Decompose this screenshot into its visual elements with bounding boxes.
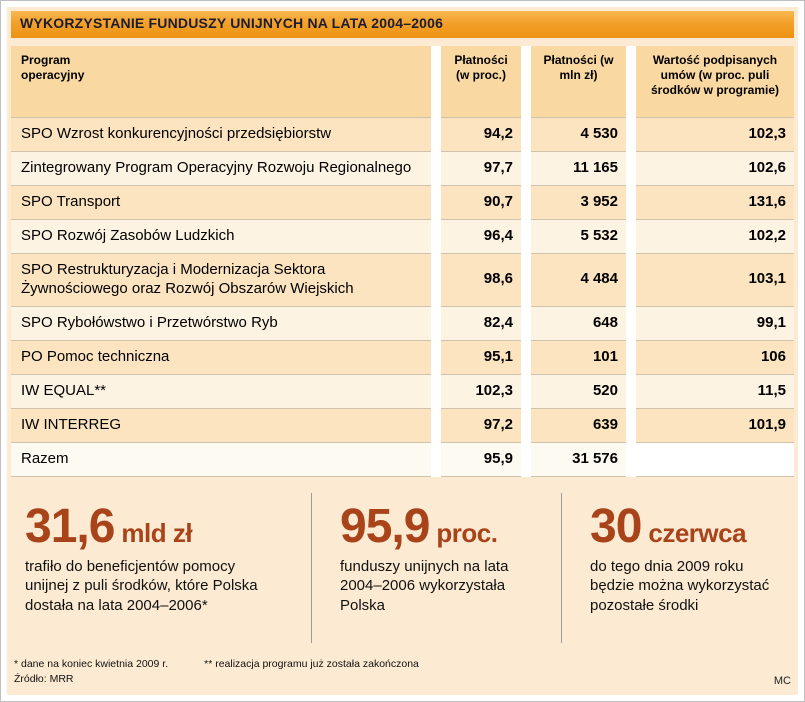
payments-mln-cell: 5 532	[531, 220, 626, 254]
payments-percent-cell: 90,7	[441, 186, 521, 220]
table-row: IW EQUAL** 102,3 520 11,5	[11, 374, 794, 409]
payments-mln-cell: 101	[531, 340, 626, 375]
payments-mln-cell: 11 165	[531, 152, 626, 186]
payments-percent-cell: 97,7	[441, 152, 521, 186]
credit: MC	[773, 675, 791, 687]
table-header-row: Program operacyjny Płatności (w proc.) P…	[11, 46, 794, 118]
contracts-value-cell: 102,2	[636, 220, 794, 254]
table-row: Zintegrowany Program Operacyjny Rozwoju …	[11, 152, 794, 186]
payments-percent-cell: 102,3	[441, 374, 521, 409]
stat-description: trafiło do beneficjentów pomocy unijnej …	[25, 557, 258, 614]
header-program: Program operacyjny	[11, 46, 431, 118]
stat-unit: proc.	[436, 517, 498, 548]
header-payments-percent: Płatności (w proc.)	[441, 46, 521, 118]
program-cell: Zintegrowany Program Operacyjny Rozwoju …	[11, 152, 431, 186]
payments-mln-cell: 3 952	[531, 186, 626, 220]
payments-percent-cell: 96,4	[441, 220, 521, 254]
stat-headline: 30 czerwca	[590, 499, 780, 553]
program-cell: SPO Wzrost konkurencyjności przedsiębior…	[11, 118, 431, 152]
payments-percent-cell: 95,9	[441, 442, 521, 477]
stat-headline: 31,6 mld zł	[25, 499, 297, 553]
program-cell: IW INTERREG	[11, 408, 431, 443]
program-cell: SPO Restrukturyzacja i Modernizacja Sekt…	[11, 254, 431, 307]
payments-mln-cell: 31 576	[531, 442, 626, 477]
contracts-value-cell: 102,6	[636, 152, 794, 186]
stat-block-amount: 31,6 mld zł trafiło do beneficjentów pomo…	[11, 493, 311, 643]
table-row-total: Razem 95,9 31 576	[11, 442, 794, 477]
program-cell: SPO Rozwój Zasobów Ludzkich	[11, 220, 431, 254]
contracts-value-cell: 103,1	[636, 254, 794, 307]
payments-percent-cell: 82,4	[441, 306, 521, 341]
contracts-value-cell: 102,3	[636, 118, 794, 152]
program-cell: SPO Rybołówstwo i Przetwórstwo Ryb	[11, 306, 431, 341]
stat-block-deadline: 30 czerwca do tego dnia 2009 roku będzie …	[561, 492, 794, 643]
table-row: SPO Wzrost konkurencyjności przedsiębior…	[11, 118, 794, 152]
payments-percent-cell: 97,2	[441, 408, 521, 443]
title-bar: WYKORZYSTANIE FUNDUSZY UNIJNYCH NA LATA …	[11, 11, 794, 38]
table-row: PO Pomoc techniczna 95,1 101 106	[11, 340, 794, 375]
source-note: Źródło: MRR	[14, 672, 74, 685]
stat-block-percent: 95,9 proc. funduszy unijnych na lata 2004…	[311, 492, 561, 643]
footnotes: * dane na koniec kwietnia 2009 r. ** real…	[11, 657, 794, 687]
stat-value: 95,9	[340, 499, 430, 553]
footnote-line-1: * dane na koniec kwietnia 2009 r. ** real…	[14, 657, 419, 672]
payments-percent-cell: 95,1	[441, 340, 521, 375]
footnotes-left: * dane na koniec kwietnia 2009 r. ** real…	[14, 657, 419, 687]
contracts-value-cell	[636, 442, 794, 477]
payments-mln-cell: 639	[531, 408, 626, 443]
payments-percent-cell: 94,2	[441, 118, 521, 152]
contracts-value-cell: 11,5	[636, 374, 794, 409]
funds-table: Program operacyjny Płatności (w proc.) P…	[11, 46, 794, 477]
stat-value: 31,6	[25, 499, 115, 553]
footnote-2: ** realizacja programu już została zakoń…	[204, 657, 419, 670]
payments-mln-cell: 520	[531, 374, 626, 409]
table-row: SPO Rybołówstwo i Przetwórstwo Ryb 82,4 …	[11, 306, 794, 341]
contracts-value-cell: 131,6	[636, 186, 794, 220]
contracts-value-cell: 101,9	[636, 408, 794, 443]
program-cell: PO Pomoc techniczna	[11, 340, 431, 375]
stat-unit: mld zł	[121, 517, 193, 548]
infographic-body: WYKORZYSTANIE FUNDUSZY UNIJNYCH NA LATA …	[7, 7, 798, 695]
payments-percent-cell: 98,6	[441, 254, 521, 307]
contracts-value-cell: 99,1	[636, 306, 794, 341]
table-row: SPO Restrukturyzacja i Modernizacja Sekt…	[11, 254, 794, 307]
table-row: IW INTERREG 97,2 639 101,9	[11, 408, 794, 443]
table-row: SPO Transport 90,7 3 952 131,6	[11, 186, 794, 220]
contracts-value-cell: 106	[636, 340, 794, 375]
header-payments-mln: Płatności (w mln zł)	[531, 46, 626, 118]
page-title: WYKORZYSTANIE FUNDUSZY UNIJNYCH NA LATA …	[20, 15, 444, 31]
program-cell: IW EQUAL**	[11, 374, 431, 409]
stat-value: 30	[590, 499, 642, 553]
payments-mln-cell: 4 484	[531, 254, 626, 307]
stat-headline: 95,9 proc.	[340, 499, 547, 553]
footnote-1: * dane na koniec kwietnia 2009 r.	[14, 657, 169, 670]
stat-description: do tego dnia 2009 roku będzie można wyko…	[590, 557, 770, 614]
stat-unit: czerwca	[648, 517, 747, 548]
payments-mln-cell: 4 530	[531, 118, 626, 152]
stat-description: funduszy unijnych na lata 2004–2006 wyko…	[340, 557, 509, 614]
payments-mln-cell: 648	[531, 306, 626, 341]
program-cell: Razem	[11, 442, 431, 477]
table-row: SPO Rozwój Zasobów Ludzkich 96,4 5 532 1…	[11, 220, 794, 254]
program-cell: SPO Transport	[11, 186, 431, 220]
header-contracts-value: Wartość podpisanych umów (w proc. puli ś…	[636, 46, 794, 118]
stats-section: 31,6 mld zł trafiło do beneficjentów pomo…	[11, 492, 794, 643]
